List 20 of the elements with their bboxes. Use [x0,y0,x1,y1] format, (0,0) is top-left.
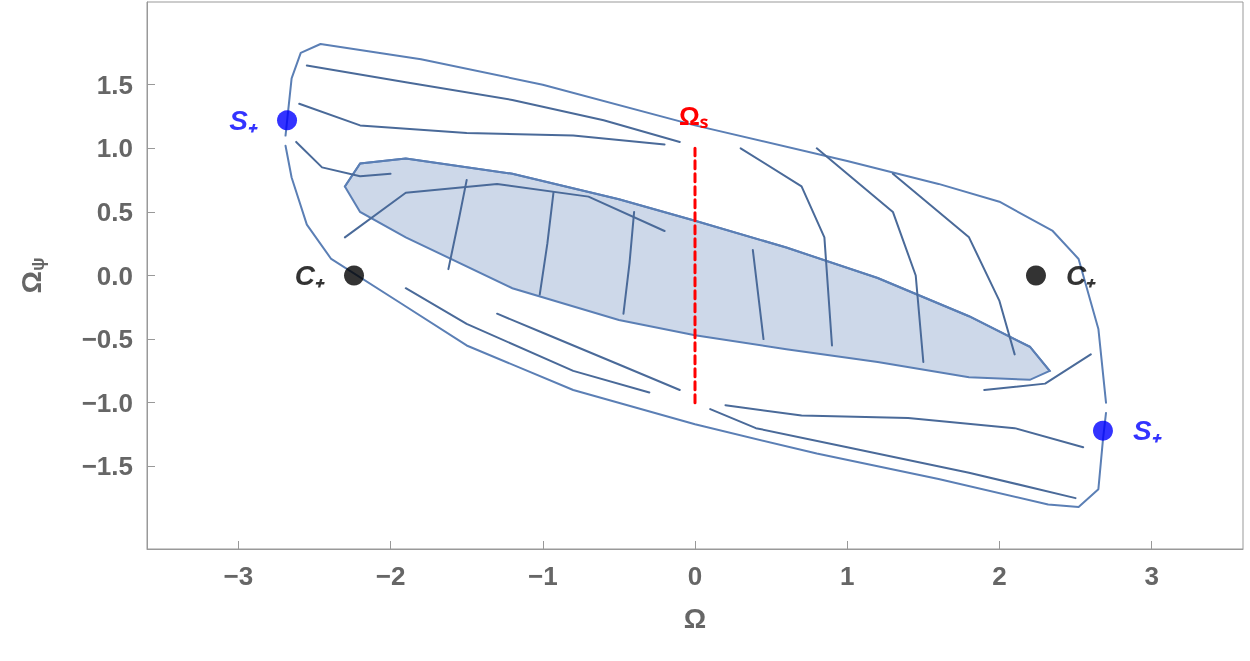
text: S₊ [229,104,258,136]
series-label: S₊ [1132,415,1162,447]
x-tick-label: −2 [375,561,406,591]
y-tick-label: 0.0 [96,260,133,291]
x-tick-label: 0 [687,561,703,591]
y-tick-label: 1.0 [96,133,133,164]
x-tick-label: −1 [527,561,558,591]
y-tick-label: −1.0 [81,387,133,418]
x-tick-label: 3 [1144,561,1159,591]
y-tick-label: 1.5 [96,69,133,100]
x-tick-label: 2 [992,561,1007,591]
y-axis-title: Ωψ [15,257,48,294]
text: C₊ [294,260,325,291]
series-label: Ωₛ [679,101,708,132]
y-tick-label: −1.5 [81,451,133,482]
x-tick-label: 1 [839,561,855,591]
x-tick-label: −3 [223,561,254,591]
x-axis-title: Ω [683,602,707,634]
y-tick-label: −0.5 [81,324,133,355]
y-tick-label: 0.5 [96,196,133,227]
